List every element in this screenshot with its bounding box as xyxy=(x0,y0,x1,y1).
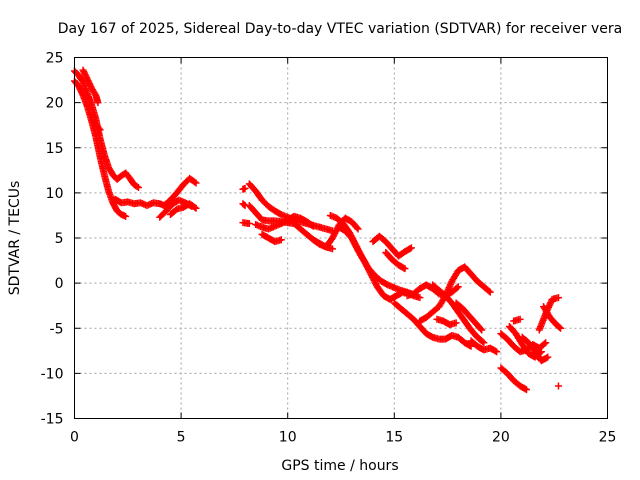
data-point xyxy=(493,348,501,356)
data-point xyxy=(192,179,200,187)
data-point xyxy=(94,99,102,107)
data-point xyxy=(134,183,142,191)
data-point xyxy=(522,386,530,394)
data-point xyxy=(453,284,461,292)
data-point xyxy=(454,283,462,291)
x-tick-label: 15 xyxy=(385,430,403,446)
data-point xyxy=(241,184,249,192)
y-tick-label: 0 xyxy=(55,276,64,292)
data-marks xyxy=(71,66,565,394)
x-tick-label: 10 xyxy=(279,430,297,446)
x-tick-label: 5 xyxy=(177,430,186,446)
data-point xyxy=(401,265,409,273)
data-point xyxy=(353,224,361,232)
y-tick-label: 15 xyxy=(46,141,64,157)
data-point xyxy=(516,315,524,323)
data-point xyxy=(277,236,285,244)
data-point xyxy=(557,324,565,332)
x-tick-label: 25 xyxy=(599,430,617,446)
data-point xyxy=(479,338,487,346)
y-tick-label: 10 xyxy=(46,186,64,202)
data-point xyxy=(191,178,199,186)
grid-lines xyxy=(74,57,608,419)
data-point xyxy=(191,203,199,211)
data-point xyxy=(540,340,548,348)
x-tick-label: 0 xyxy=(70,430,79,446)
axis-ticks xyxy=(74,57,608,419)
data-point xyxy=(416,294,424,302)
data-point xyxy=(95,124,103,132)
data-point xyxy=(486,288,494,296)
x-tick-label: 20 xyxy=(492,430,510,446)
y-tick-label: -15 xyxy=(41,412,64,428)
x-axis-label: GPS time / hours xyxy=(281,458,398,474)
data-point xyxy=(122,212,130,220)
data-point xyxy=(407,244,415,252)
x-tick-labels: 0 5 10 15 20 25 xyxy=(70,430,616,446)
data-point xyxy=(478,326,486,334)
data-point xyxy=(452,319,460,327)
data-point xyxy=(240,201,248,209)
data-point xyxy=(542,339,550,347)
y-tick-label: 20 xyxy=(46,96,64,112)
data-point xyxy=(96,126,104,134)
data-point xyxy=(485,287,493,295)
y-tick-label: 5 xyxy=(55,231,64,247)
y-tick-label: 25 xyxy=(46,51,64,67)
data-point xyxy=(328,245,336,253)
data-point xyxy=(308,221,316,229)
y-tick-labels: -15 -10 -5 0 5 10 15 20 25 xyxy=(41,51,64,428)
data-point xyxy=(309,222,317,230)
data-point xyxy=(556,323,564,331)
y-tick-label: -10 xyxy=(41,366,64,382)
data-point xyxy=(354,225,362,233)
data-point xyxy=(544,353,552,361)
data-point xyxy=(554,382,562,390)
data-point xyxy=(477,325,485,333)
chart-title: Day 167 of 2025, Sidereal Day-to-day VTE… xyxy=(58,21,622,37)
data-point xyxy=(192,204,200,212)
data-point xyxy=(537,348,545,356)
data-point xyxy=(245,220,253,228)
y-tick-label: -5 xyxy=(50,321,64,337)
data-point xyxy=(133,183,141,191)
data-point xyxy=(554,294,562,302)
y-axis-label: SDTVAR / TECUs xyxy=(7,181,23,296)
data-point xyxy=(480,339,488,347)
